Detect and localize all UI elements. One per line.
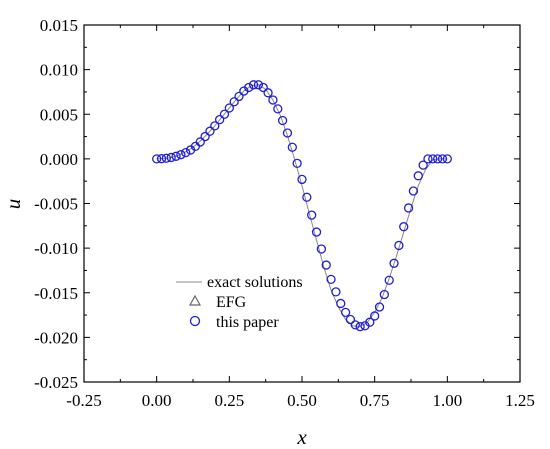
data-point [171,151,181,161]
y-tick-label: -0.015 [34,284,78,303]
y-axis: 0.015 0.010 0.005 0.000 -0.005 -0.010 -0.015 -0… [34,16,520,392]
data-point [258,82,268,93]
data-point [350,320,360,330]
data-point [326,274,336,285]
data-point [432,154,443,164]
data-point [374,302,385,312]
data-point [384,275,394,285]
y-tick-label: 0.010 [40,61,78,80]
data-point [224,103,234,113]
legend-swatch-circle [189,315,201,327]
legend-label: exact solutions [207,274,303,291]
data-point [370,311,380,321]
data-point [379,289,390,300]
data-point [399,222,409,232]
data-point [234,91,244,102]
data-point [176,150,186,160]
data-point [277,115,288,126]
data-point [408,186,419,196]
data-point [345,314,356,325]
x-tick-label: 0.75 [360,391,390,410]
plot-frame [83,24,521,383]
chart-marks [152,80,452,332]
data-point [195,137,205,147]
data-point [394,240,404,251]
data-point [181,147,191,158]
data-point [166,152,176,163]
data-point [403,203,414,213]
x-axis-title: x [296,425,307,449]
data-point [297,174,307,185]
data-point [321,260,331,270]
data-point [248,80,259,90]
x-tick-label: 0.25 [214,391,244,410]
y-tick-label: -0.020 [34,328,78,347]
data-point [413,171,423,181]
data-point [340,307,351,318]
legend: exact solutions EFG this paper [176,274,303,331]
data-point [210,121,220,131]
x-tick-label: 1.00 [432,391,462,410]
data-point [442,154,452,164]
data-point [355,322,365,332]
x-tick-label: -0.25 [66,391,101,410]
data-point [437,154,448,164]
legend-label: EFG [216,294,247,311]
data-point [302,192,312,202]
data-point [292,158,302,168]
legend-swatch-triangle [188,294,202,306]
data-point [161,153,172,163]
y-tick-label: -0.005 [34,195,78,214]
data-point [152,154,162,164]
data-point [423,154,433,164]
data-point [428,154,438,164]
y-tick-label: -0.025 [34,373,78,392]
data-point [263,88,273,98]
data-point [282,128,293,138]
data-point [268,95,278,105]
data-point [273,104,283,114]
x-axis: -0.25 0.00 0.25 0.50 0.75 1.00 1.25 [66,25,535,410]
y-axis-title: u [1,199,25,210]
y-tick-label: 0.015 [40,16,78,35]
x-tick-label: 0.00 [142,391,172,410]
y-tick-label: -0.010 [34,239,78,258]
series-line-exact [156,84,448,328]
y-tick-label: 0.000 [40,150,78,169]
data-point [156,154,167,164]
x-tick-label: 1.25 [505,391,535,410]
data-point [253,80,264,90]
data-point [214,114,225,125]
data-point [365,317,375,327]
data-point [219,109,230,119]
data-point [336,298,346,309]
data-point [331,287,341,297]
data-point [205,126,215,136]
data-point [311,227,322,237]
data-point [307,210,317,220]
data-point [316,244,327,254]
data-point [244,82,254,93]
data-point [418,160,428,170]
legend-label: this paper [216,314,279,331]
data-point [287,142,297,152]
data-point [229,97,239,107]
data-point [200,131,210,142]
y-tick-label: 0.005 [40,105,78,124]
x-tick-label: 0.50 [287,391,317,410]
data-point [389,258,399,268]
